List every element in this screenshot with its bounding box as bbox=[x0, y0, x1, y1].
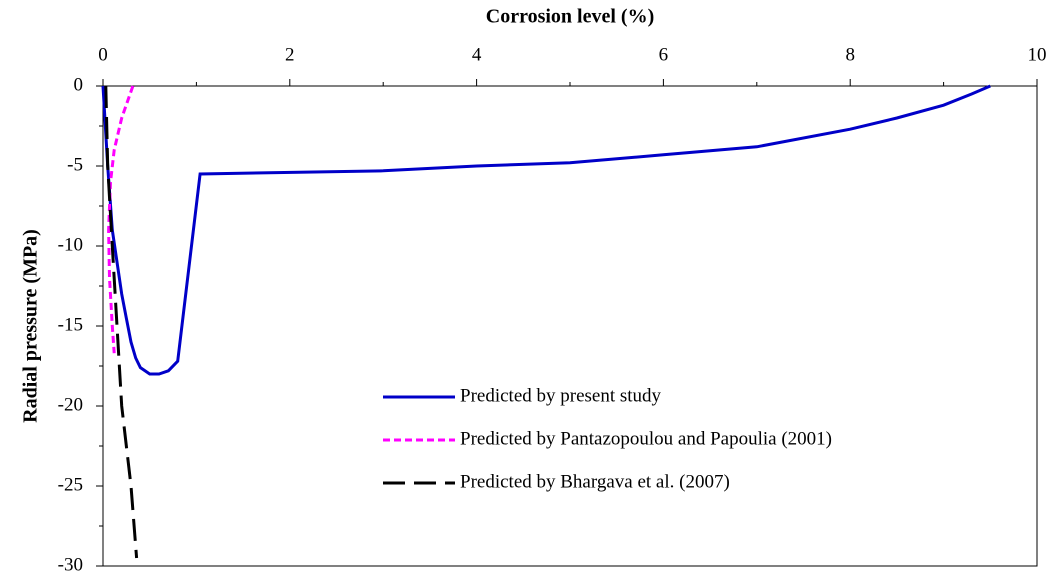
y-tick-label: -20 bbox=[58, 394, 83, 415]
y-tick-label: -15 bbox=[58, 314, 83, 335]
x-axis-label: Corrosion level (%) bbox=[486, 6, 655, 28]
y-tick-label: -5 bbox=[67, 154, 83, 175]
legend-label: Predicted by present study bbox=[460, 385, 662, 406]
x-tick-label: 6 bbox=[659, 44, 669, 65]
y-tick-label: -10 bbox=[58, 234, 83, 255]
y-tick-label: -30 bbox=[58, 554, 83, 575]
legend-label: Predicted by Pantazopoulou and Papoulia … bbox=[460, 428, 832, 449]
series-line bbox=[107, 85, 135, 354]
y-axis-label: Radial pressure (MPa) bbox=[20, 229, 42, 423]
x-tick-label: 4 bbox=[472, 44, 482, 65]
series-line bbox=[101, 84, 991, 376]
x-tick-label: 8 bbox=[845, 44, 855, 65]
legend-label: Predicted by Bhargava et al. (2007) bbox=[460, 471, 730, 492]
x-tick-label: 10 bbox=[1028, 44, 1047, 65]
series-line bbox=[104, 85, 139, 559]
y-tick-label: -25 bbox=[58, 474, 83, 495]
x-tick-label: 0 bbox=[98, 44, 108, 65]
y-tick-label: 0 bbox=[74, 74, 84, 95]
plot-frame bbox=[102, 85, 1038, 567]
x-tick-label: 2 bbox=[285, 44, 295, 65]
